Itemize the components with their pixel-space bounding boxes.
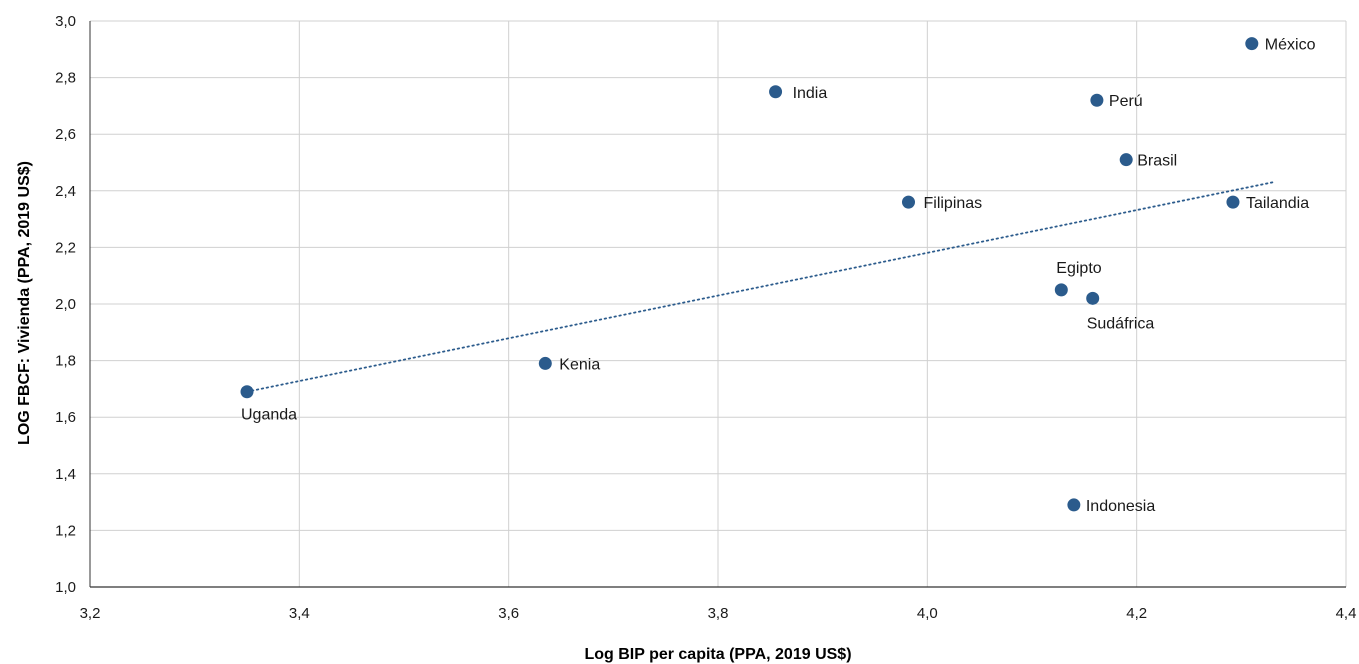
y-axis-ticks: 1,0 1,2 1,4 1,6 1,8 2,0 2,2 2,4 2,6 2,8 3,0 [55,13,76,596]
y-tick-label: 1,6 [55,409,76,426]
y-tick-label: 3,0 [55,13,76,30]
trendline [246,181,1274,393]
data-point [1054,283,1068,297]
data-point-label: Brasil [1137,153,1177,170]
y-tick-label: 1,4 [55,466,76,483]
x-tick-label: 3,6 [498,605,519,622]
y-tick-label: 2,8 [55,70,76,87]
x-tick-label: 4,0 [917,605,938,622]
y-tick-label: 2,4 [55,183,76,200]
y-tick-label: 2,2 [55,239,76,256]
data-point-label: Egipto [1056,260,1101,277]
data-point [769,85,783,99]
data-point-label: Kenia [559,356,600,373]
axes [89,21,1346,588]
y-tick-label: 2,0 [55,296,76,313]
data-point [538,356,552,370]
x-tick-label: 3,2 [80,605,101,622]
data-point-label: Indonesia [1086,498,1155,515]
point-labels: Uganda Kenia India Filipinas Egipto Sudáfrica… [241,37,1316,515]
grid-lines [90,20,1347,587]
data-point-label: México [1265,37,1316,54]
data-point-label: Sudáfrica [1087,315,1155,332]
y-tick-label: 1,0 [55,579,76,596]
x-tick-label: 3,8 [708,605,729,622]
data-point [1226,195,1240,209]
data-point-label: Uganda [241,407,297,424]
y-axis-title: LOG FBCF: Vivienda (PPA, 2019 US$) [16,161,33,445]
data-point-label: Perú [1109,93,1143,110]
data-point [1245,37,1259,51]
data-point-label: India [793,85,828,102]
x-tick-label: 3,4 [289,605,310,622]
x-tick-label: 4,4 [1336,605,1357,622]
y-tick-label: 2,6 [55,126,76,143]
data-point [1067,498,1081,512]
data-point-label: Tailandia [1246,195,1309,212]
x-tick-label: 4,2 [1126,605,1147,622]
y-tick-label: 1,2 [55,522,76,539]
x-axis-title: Log BIP per capita (PPA, 2019 US$) [584,646,851,663]
data-point [1119,153,1133,167]
data-point [1090,93,1104,107]
y-tick-label: 1,8 [55,353,76,370]
data-points [240,37,1259,512]
trendline-group [246,181,1274,393]
data-point [240,385,254,399]
data-point [1086,291,1100,305]
data-point [901,195,915,209]
x-axis-ticks: 3,2 3,4 3,6 3,8 4,0 4,2 4,4 [80,605,1357,622]
data-point-label: Filipinas [923,195,982,212]
